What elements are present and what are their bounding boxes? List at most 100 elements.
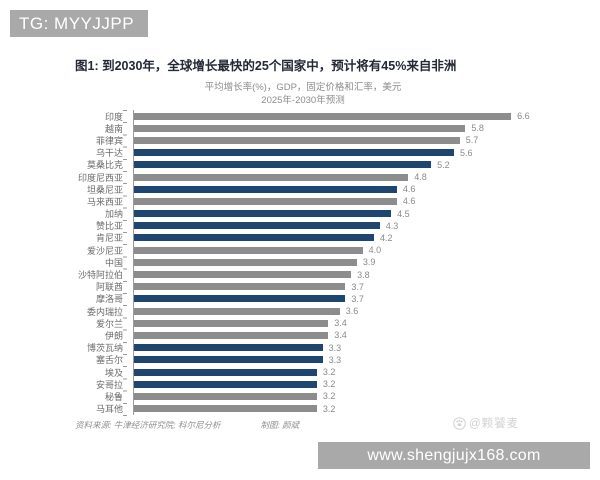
country-label: 马耳他	[95, 404, 123, 415]
top-watermark-text: TG: MYYJJPP	[19, 13, 135, 33]
bar-track: 4.2	[133, 231, 393, 245]
value-label: 4.6	[402, 184, 416, 195]
value-label: 3.2	[322, 391, 336, 402]
country-label: 埃及	[104, 367, 123, 378]
bar-row: 坦桑尼亚 4.6	[11, 183, 530, 196]
bar-track: 3.7	[133, 280, 364, 293]
value-label: 3.8	[357, 269, 370, 280]
bar-row: 安哥拉 3.2	[11, 378, 530, 391]
country-label: 赞比亚	[95, 221, 123, 232]
bar-other	[134, 112, 512, 120]
bar-row: 沙特阿拉伯 3.8	[11, 268, 530, 281]
bar-africa	[134, 234, 374, 242]
bar-africa	[134, 210, 392, 218]
bar-track: 3.8	[133, 268, 370, 281]
bar-track: 4.3	[133, 219, 399, 232]
value-label: 4.0	[368, 245, 382, 256]
value-label: 4.8	[414, 172, 427, 183]
bar-track: 4.8	[133, 170, 427, 184]
bar-row: 爱沙尼亚 4.0	[11, 244, 530, 257]
country-label: 乌干达	[95, 148, 123, 159]
bar-track: 4.5	[133, 207, 410, 220]
value-label: 3.4	[334, 318, 347, 329]
bar-track: 4.6	[133, 183, 416, 196]
country-label: 伊朗	[104, 330, 123, 341]
country-label: 爱沙尼亚	[86, 245, 123, 256]
value-label: 4.5	[397, 208, 410, 219]
bar-row: 委内瑞拉 3.6	[11, 305, 530, 318]
bar-track: 3.2	[133, 390, 336, 403]
bottom-watermark-banner: www.shengjujx168.com	[318, 442, 590, 469]
bar-africa	[134, 161, 432, 169]
country-label: 马来西亚	[86, 196, 123, 207]
chart-title: 图1: 到2030年，全球增长最快的25个国家中，预计将有45%来自非洲	[75, 59, 457, 73]
bar-row: 越南 5.8	[11, 122, 530, 135]
bar-track: 3.6	[133, 305, 359, 318]
bar-row: 印度尼西亚 4.8	[11, 170, 530, 184]
y-axis-ticks	[123, 110, 127, 416]
value-label: 3.4	[334, 330, 347, 341]
bar-other	[134, 173, 409, 181]
bar-other	[134, 331, 329, 339]
value-label: 4.6	[402, 196, 416, 207]
value-label: 4.3	[385, 220, 399, 231]
country-label: 加纳	[104, 209, 123, 220]
bar-row: 埃及 3.2	[11, 365, 530, 379]
bar-track: 5.2	[133, 158, 450, 171]
bar-row: 菲律宾 5.7	[11, 134, 530, 147]
credit-note: 制图: 颜斌	[260, 420, 300, 430]
bar-africa	[134, 149, 454, 157]
value-label: 4.2	[380, 232, 393, 243]
bar-row: 塞舌尔 3.3	[11, 353, 530, 366]
bar-track: 5.7	[133, 134, 479, 147]
bar-other	[134, 197, 397, 205]
bar-row: 秘鲁 3.2	[11, 390, 530, 403]
value-label: 3.9	[362, 257, 376, 268]
bar-track: 3.3	[133, 341, 341, 354]
value-label: 5.8	[471, 123, 484, 134]
site-url-text: www.shengjujx168.com	[367, 446, 541, 464]
bar-africa	[134, 368, 317, 376]
bar-row: 赞比亚 4.3	[11, 219, 530, 232]
country-label: 肯尼亚	[95, 233, 123, 244]
country-label: 爱尔兰	[95, 318, 123, 329]
bar-row: 摩洛哥 3.7	[11, 292, 530, 305]
value-label: 3.7	[351, 281, 364, 292]
bar-row: 马来西亚 4.6	[11, 195, 530, 208]
country-label: 中国	[104, 257, 123, 268]
bar-other	[134, 246, 363, 254]
bar-other	[134, 136, 460, 144]
value-label: 3.6	[345, 306, 359, 317]
bar-africa	[134, 295, 346, 303]
country-label: 博茨瓦纳	[86, 343, 123, 354]
chart-subtitle-measure: 平均增长率(%)，GDP，固定价格和汇率，美元	[204, 82, 402, 93]
bar-row: 博茨瓦纳 3.3	[11, 341, 530, 354]
value-label: 6.6	[517, 111, 530, 122]
value-label: 3.7	[351, 293, 364, 304]
bar-other	[134, 319, 329, 327]
bar-track: 4.0	[133, 244, 382, 257]
bar-track: 5.6	[133, 146, 473, 159]
paw-icon	[453, 416, 466, 430]
author-watermark: @颗饕麦	[453, 415, 519, 431]
bar-row: 印度 6.6	[11, 110, 530, 123]
value-label: 3.2	[322, 403, 336, 414]
bar-other	[134, 271, 352, 279]
bar-other	[134, 392, 317, 400]
bar-africa	[134, 356, 323, 364]
country-label: 塞舌尔	[95, 355, 123, 366]
bar-other	[134, 258, 357, 266]
chart-footer: 资料来源: 牛津经济研究院; 科尔尼分析 制图: 颜斌	[75, 419, 299, 431]
bar-track: 3.4	[133, 317, 347, 330]
country-label: 安哥拉	[95, 379, 123, 390]
bar-row: 伊朗 3.4	[11, 329, 530, 342]
bar-africa	[134, 380, 317, 388]
bar-track: 3.9	[133, 256, 376, 269]
value-label: 3.3	[328, 354, 342, 365]
bar-track: 5.8	[133, 122, 484, 135]
bar-other	[134, 405, 317, 413]
value-label: 5.7	[465, 135, 479, 146]
value-label: 5.2	[437, 159, 450, 170]
author-watermark-text: @颗饕麦	[469, 418, 520, 430]
value-label: 3.2	[322, 379, 336, 390]
